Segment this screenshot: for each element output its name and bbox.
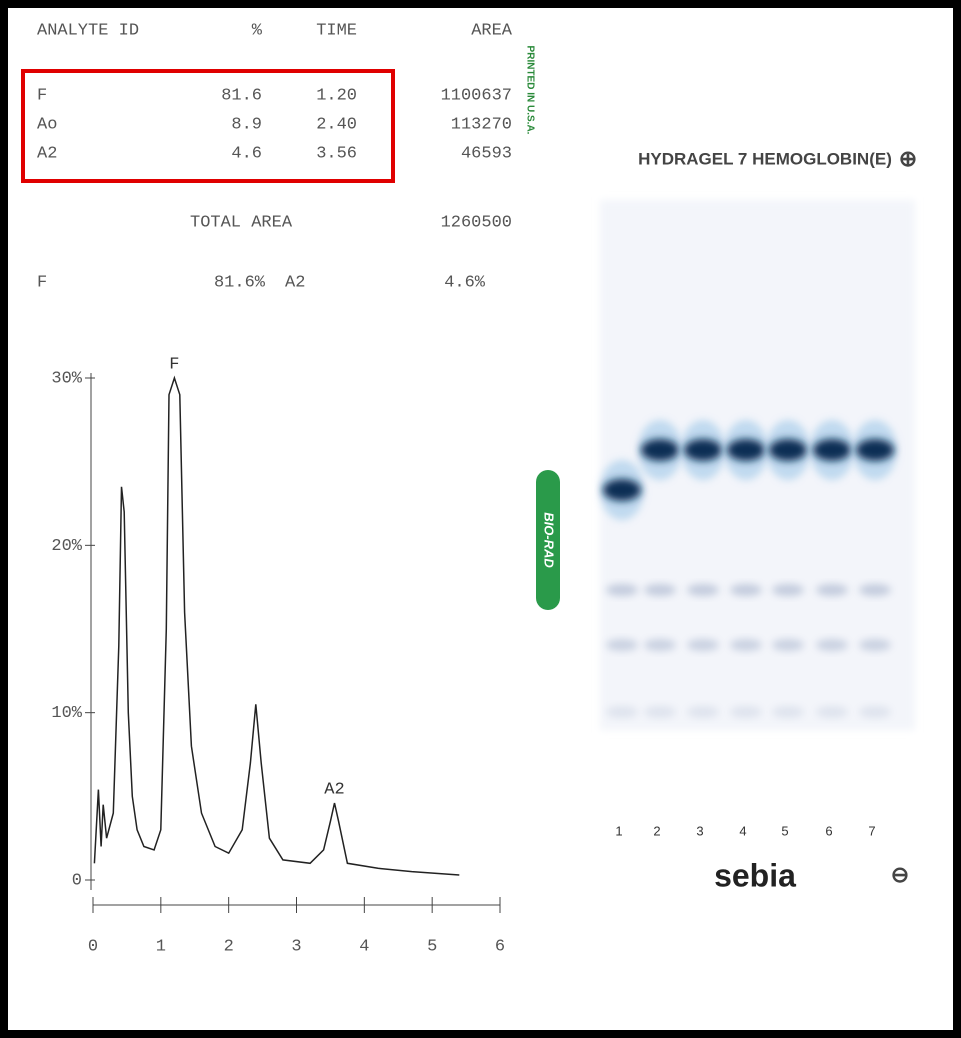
faint-band [606, 584, 638, 596]
total-label: TOTAL AREA [190, 213, 293, 232]
table-cell: 3.56 [316, 144, 357, 163]
y-tick-label: 10% [51, 704, 82, 723]
table-cell: 81.6 [221, 86, 262, 105]
table-cell: 4.6 [231, 144, 262, 163]
table-cell: 8.9 [231, 115, 262, 134]
table-cell: Ao [37, 115, 57, 134]
x-tick-label: 1 [156, 937, 166, 956]
table-header: ANALYTE ID [37, 21, 139, 40]
band [641, 439, 679, 461]
gel-title: HYDRAGEL 7 HEMOGLOBIN(E) [638, 149, 892, 168]
band [684, 439, 722, 461]
band [856, 439, 894, 461]
summary: 81.6% [214, 273, 266, 292]
x-tick-label: 0 [88, 937, 98, 956]
y-tick-label: 30% [51, 369, 82, 388]
x-tick-label: 2 [224, 937, 234, 956]
page: PRINTED IN U.S.A. BIO-RAD HYDRAGEL 7 HEM… [0, 0, 961, 1038]
faint-band [730, 706, 762, 718]
faint-band [730, 584, 762, 596]
x-tick-label: 3 [291, 937, 301, 956]
faint-band [606, 706, 638, 718]
lane-label: 5 [781, 823, 788, 838]
faint-band [644, 706, 676, 718]
chromatogram-trace [94, 378, 459, 875]
faint-band [644, 639, 676, 651]
y-tick-label: 0 [72, 871, 82, 890]
table-header: % [252, 21, 263, 40]
figure: PRINTED IN U.S.A. BIO-RAD HYDRAGEL 7 HEM… [8, 8, 953, 1030]
peak-label: A2 [324, 781, 344, 800]
summary: 4.6% [444, 273, 486, 292]
faint-band [816, 706, 848, 718]
faint-band [859, 706, 891, 718]
table-cell: 113270 [451, 115, 512, 134]
x-tick-label: 5 [427, 937, 437, 956]
faint-band [687, 584, 719, 596]
faint-band [772, 706, 804, 718]
table-header: TIME [316, 21, 357, 40]
summary: A2 [285, 273, 305, 292]
faint-band [644, 584, 676, 596]
x-tick-label: 6 [495, 937, 505, 956]
table-cell: 1100637 [441, 86, 512, 105]
table-cell: A2 [37, 144, 57, 163]
table-cell: 2.40 [316, 115, 357, 134]
y-tick-label: 20% [51, 537, 82, 556]
side-note: PRINTED IN U.S.A. [524, 46, 535, 135]
lane-label: 2 [653, 823, 660, 838]
lane-label: 4 [739, 823, 746, 838]
band [727, 439, 765, 461]
faint-band [816, 584, 848, 596]
band [813, 439, 851, 461]
summary: F [37, 273, 47, 292]
gel-bands [600, 200, 915, 730]
lane-label: 6 [825, 823, 832, 838]
table-cell: 46593 [461, 144, 512, 163]
faint-band [772, 584, 804, 596]
faint-band [687, 639, 719, 651]
peak-label: F [169, 355, 179, 374]
faint-band [687, 706, 719, 718]
faint-band [859, 584, 891, 596]
brand: BIO-RAD [542, 512, 557, 568]
faint-band [772, 639, 804, 651]
lane-label: 3 [696, 823, 703, 838]
table-cell: 1.20 [316, 86, 357, 105]
cathode: ⊖ [891, 862, 909, 887]
lane-label: 7 [868, 823, 875, 838]
faint-band [606, 639, 638, 651]
table-cell: F [37, 86, 47, 105]
band [603, 479, 641, 501]
band [769, 439, 807, 461]
x-tick-label: 4 [359, 937, 369, 956]
total-value: 1260500 [441, 213, 512, 232]
faint-band [859, 639, 891, 651]
lane-label: 1 [615, 823, 622, 838]
gel-brand: sebia [714, 857, 796, 893]
faint-band [816, 639, 848, 651]
table-header: AREA [471, 21, 513, 40]
anode: ⊕ [899, 146, 917, 171]
faint-band [730, 639, 762, 651]
